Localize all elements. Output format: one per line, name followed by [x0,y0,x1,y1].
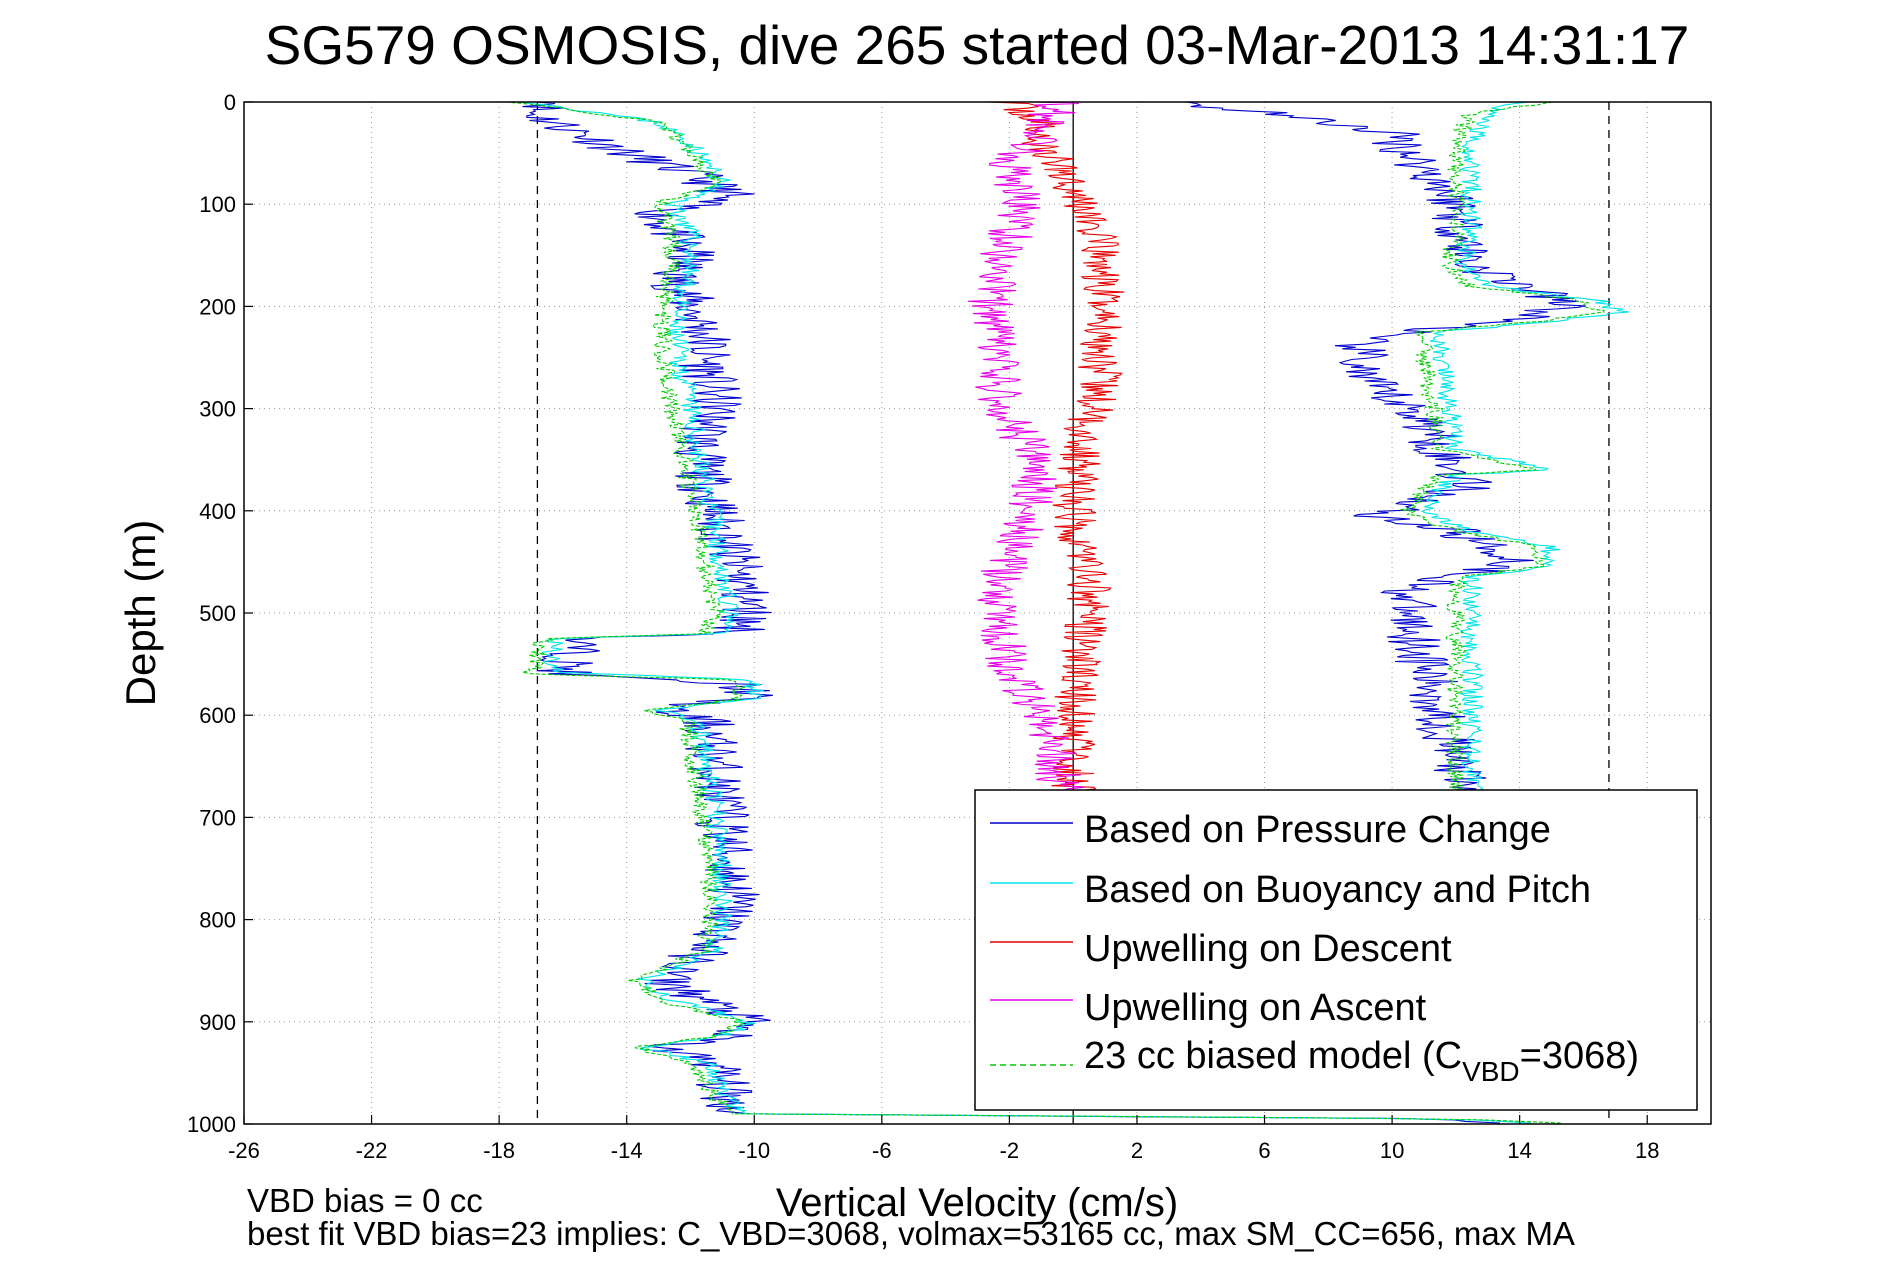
legend-label-biased-model: 23 cc biased model (CVBD=3068) [1084,1035,1639,1087]
y-axis-label: Depth (m) [117,520,164,707]
descent-trace [968,101,1085,797]
legend-label-pressure-change: Based on Pressure Change [1084,809,1551,851]
y-tick-label: 0 [224,90,236,115]
y-tick-label: 800 [199,908,236,933]
x-tick-label: -26 [228,1138,260,1163]
descent-trace [505,101,1561,1124]
series-upwelling-on-descent [987,101,1125,817]
x-tick-label: 6 [1258,1138,1270,1163]
x-tick-label: 2 [1131,1138,1143,1163]
ascent-trace [1186,101,1586,797]
y-axis-ticks: 0 100 200 300 400 500 600 700 800 900 1000 [187,90,253,1137]
legend-label-buoyancy-pitch: Based on Buoyancy and Pitch [1084,869,1591,911]
data-series [505,101,1630,1124]
footer-line-2: best fit VBD bias=23 implies: C_VBD=3068… [247,1215,1575,1252]
chart-title: SG579 OSMOSIS, dive 265 started 03-Mar-2… [265,14,1690,76]
descent-trace [522,101,1501,1124]
legend: Based on Pressure Change Based on Buoyan… [974,789,1698,1111]
x-tick-label: -10 [738,1138,770,1163]
legend-box [974,789,1698,1111]
x-axis-ticks: -26 -22 -18 -14 -10 -6 -2 2 6 10 14 18 [228,1115,1659,1163]
x-tick-label: 14 [1507,1138,1531,1163]
ascent-trace [1420,101,1630,797]
ascent-trace [1400,101,1605,797]
y-tick-label: 900 [199,1010,236,1035]
x-tick-label: -14 [611,1138,643,1163]
x-tick-label: -22 [356,1138,388,1163]
legend-label-upwelling-ascent: Upwelling on Ascent [1084,987,1427,1029]
y-tick-label: 500 [199,601,236,626]
footer-line-1: VBD bias = 0 cc [247,1182,483,1219]
x-tick-label: -2 [1000,1138,1020,1163]
descent-trace [987,101,1125,817]
x-axis-label: Vertical Velocity (cm/s) [776,1181,1178,1225]
x-tick-label: -18 [483,1138,515,1163]
y-tick-label: 700 [199,805,236,830]
series-upwelling-on-ascent [968,101,1085,797]
legend-label-upwelling-descent: Upwelling on Descent [1084,928,1452,970]
series-based-on-pressure-change [522,101,1586,1124]
series-23-cc-biased-model [505,101,1605,1124]
y-tick-label: 200 [199,294,236,319]
x-tick-label: 10 [1380,1138,1404,1163]
y-tick-label: 600 [199,703,236,728]
y-tick-label: 300 [199,397,236,422]
y-tick-label: 400 [199,499,236,524]
x-tick-label: -6 [872,1138,892,1163]
y-tick-label: 100 [199,192,236,217]
y-tick-label: 1000 [187,1112,236,1137]
x-tick-label: 18 [1635,1138,1659,1163]
